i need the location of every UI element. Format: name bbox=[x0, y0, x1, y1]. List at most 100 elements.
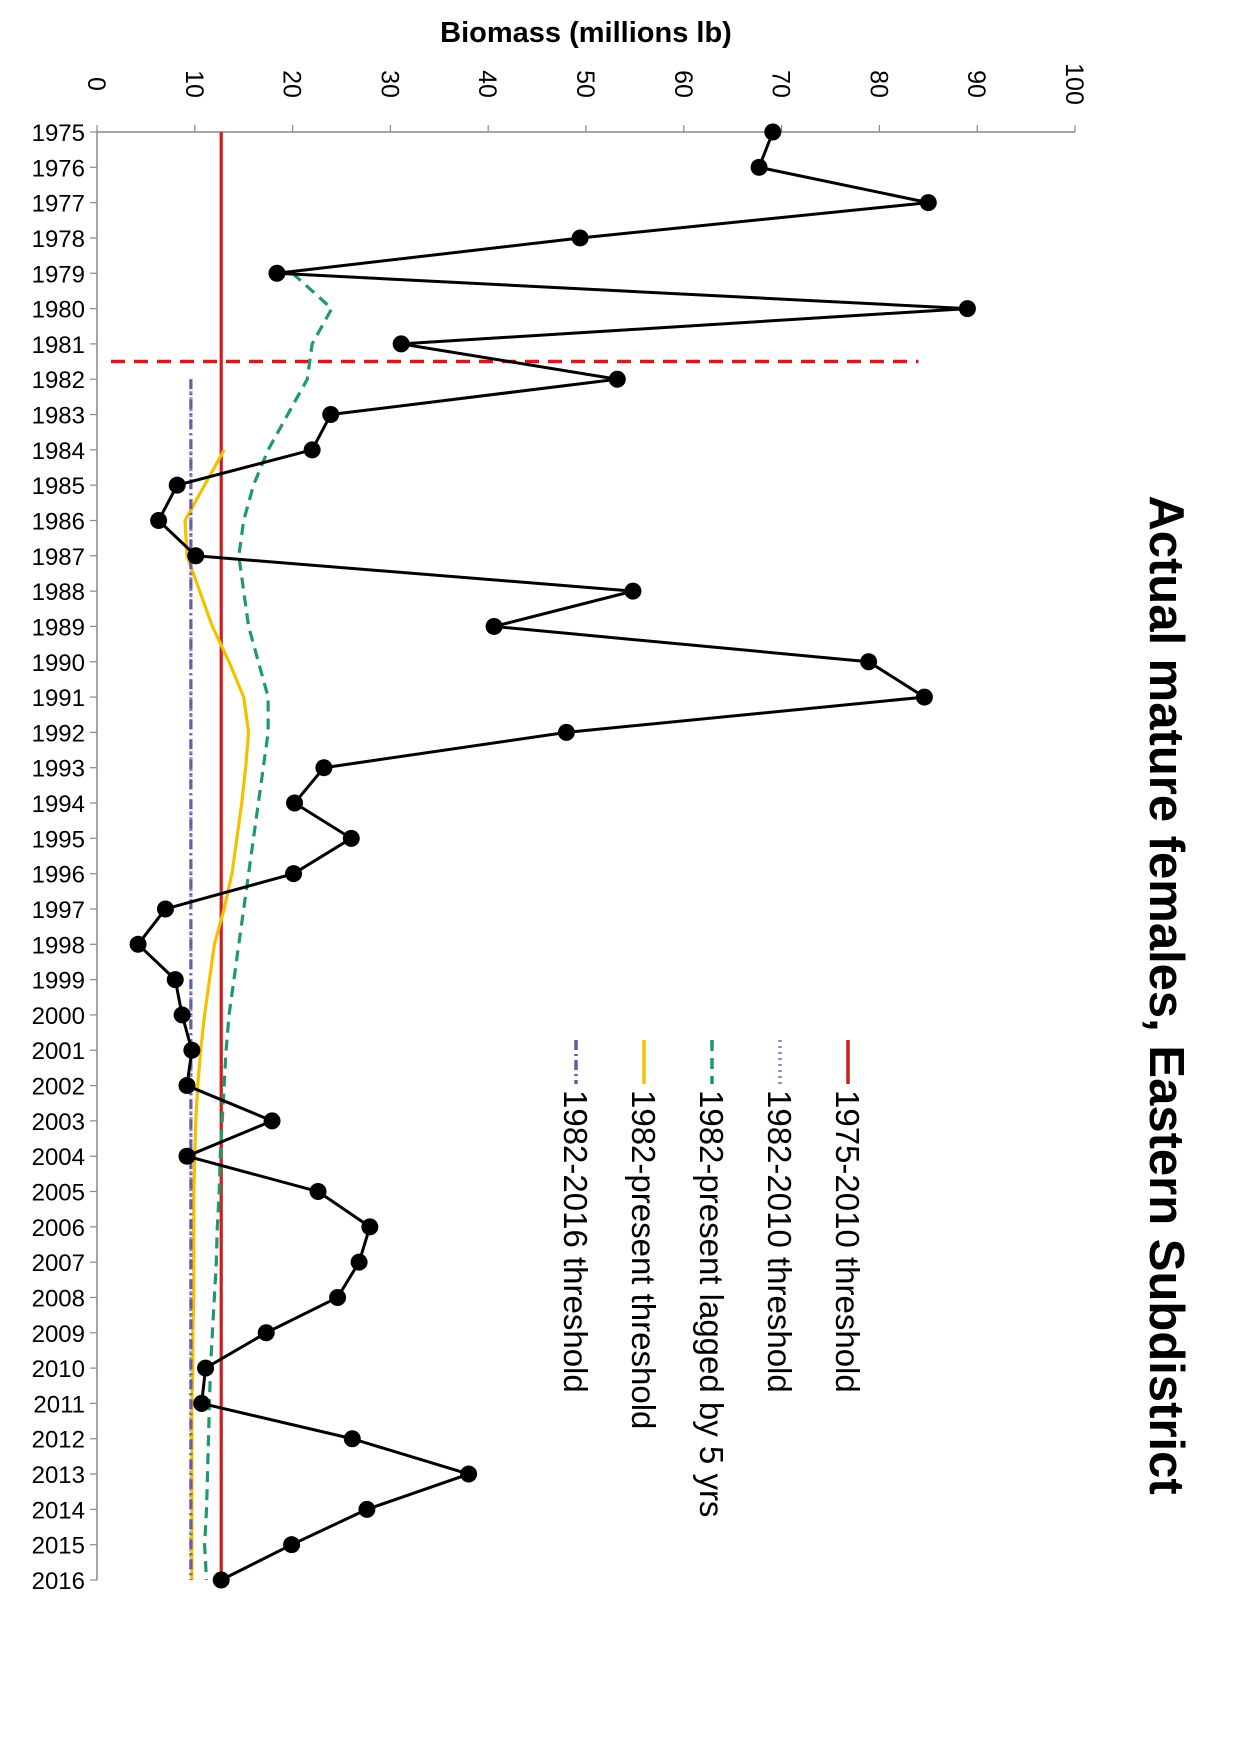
year-tick-label: 1993 bbox=[32, 756, 85, 783]
data-point bbox=[263, 1112, 281, 1130]
data-point bbox=[392, 335, 410, 353]
year-tick-label: 1983 bbox=[32, 403, 85, 430]
value-tick-label: 40 bbox=[473, 70, 501, 98]
year-tick-label: 2005 bbox=[32, 1180, 85, 1207]
year-tick-label: 1997 bbox=[32, 897, 85, 924]
legend-label: 1982-2016 threshold bbox=[557, 1090, 594, 1393]
data-point bbox=[460, 1465, 478, 1483]
year-tick-label: 2011 bbox=[33, 1391, 85, 1418]
tick-labels: 1975 1976 1977 1978 1979 1980 1981 1982 1983 1984… bbox=[32, 63, 1088, 1595]
series-layer bbox=[111, 123, 976, 1589]
data-point bbox=[168, 476, 186, 494]
year-tick-label: 1985 bbox=[32, 473, 85, 500]
value-tick-label: 0 bbox=[82, 77, 110, 91]
legend-label: 1975-2010 threshold bbox=[829, 1090, 866, 1393]
year-tick-label: 2012 bbox=[32, 1427, 85, 1454]
axes bbox=[90, 125, 1076, 1581]
year-tick-label: 1987 bbox=[32, 544, 85, 571]
data-point bbox=[764, 123, 782, 141]
value-tick-label: 60 bbox=[669, 70, 697, 98]
data-point bbox=[322, 406, 340, 424]
series-line-1982-present-lagged-by-5-yrs bbox=[202, 272, 334, 1581]
year-tick-label: 2008 bbox=[32, 1285, 85, 1312]
data-point bbox=[350, 1253, 368, 1271]
year-tick-label: 2002 bbox=[32, 1074, 85, 1101]
year-tick-label: 2010 bbox=[32, 1356, 85, 1383]
data-point bbox=[183, 1041, 201, 1059]
year-tick-label: 1975 bbox=[32, 120, 85, 147]
data-point bbox=[283, 1536, 301, 1554]
legend-label: 1982-present threshold bbox=[625, 1090, 662, 1429]
data-point bbox=[860, 653, 878, 671]
chart-title: Actual mature females, Eastern Subdistri… bbox=[1139, 495, 1193, 1494]
data-point bbox=[608, 370, 626, 388]
series-line-1982-present-threshold bbox=[183, 449, 251, 1580]
data-point bbox=[285, 865, 303, 883]
value-tick-label: 70 bbox=[767, 70, 795, 98]
value-tick-label: 20 bbox=[278, 70, 306, 98]
data-point bbox=[212, 1571, 230, 1589]
year-tick-label: 1982 bbox=[32, 367, 85, 394]
value-tick-label: 100 bbox=[1060, 63, 1088, 105]
y-axis-title: Biomass (millions lb) bbox=[440, 17, 732, 49]
value-tick-label: 10 bbox=[180, 70, 208, 98]
data-point bbox=[358, 1500, 376, 1518]
year-tick-label: 1991 bbox=[32, 685, 85, 712]
data-point bbox=[257, 1324, 275, 1342]
data-point bbox=[197, 1359, 215, 1377]
value-tick-label: 30 bbox=[375, 70, 403, 98]
year-tick-label: 2007 bbox=[32, 1250, 85, 1277]
value-tick-label: 90 bbox=[962, 70, 990, 98]
year-tick-label: 1980 bbox=[32, 297, 85, 324]
year-tick-label: 2009 bbox=[32, 1321, 85, 1348]
data-point bbox=[173, 1006, 191, 1024]
year-tick-label: 1979 bbox=[32, 261, 85, 288]
year-tick-label: 1984 bbox=[32, 438, 85, 465]
year-tick-label: 1977 bbox=[32, 191, 85, 218]
data-point bbox=[309, 1183, 327, 1201]
year-tick-label: 2015 bbox=[32, 1533, 85, 1560]
year-tick-label: 1978 bbox=[32, 226, 85, 253]
year-tick-label: 1998 bbox=[32, 932, 85, 959]
legend: 1975-2010 threshold 1982-2010 threshold 19… bbox=[557, 1040, 866, 1517]
data-point bbox=[156, 900, 174, 918]
year-tick-label: 2016 bbox=[32, 1568, 85, 1595]
data-point bbox=[915, 688, 933, 706]
legend-label: 1982-present lagged by 5 yrs bbox=[693, 1090, 730, 1517]
year-tick-label: 2013 bbox=[32, 1462, 85, 1489]
year-tick-label: 2004 bbox=[32, 1144, 85, 1171]
year-tick-label: 1989 bbox=[32, 614, 85, 641]
year-tick-label: 1976 bbox=[32, 155, 85, 182]
year-tick-label: 1996 bbox=[32, 862, 85, 889]
data-point bbox=[361, 1218, 379, 1236]
data-point bbox=[303, 441, 321, 459]
year-tick-label: 1988 bbox=[32, 579, 85, 606]
year-tick-label: 1992 bbox=[32, 720, 85, 747]
legend-label: 1982-2010 threshold bbox=[761, 1090, 798, 1393]
data-point bbox=[750, 158, 768, 176]
year-tick-label: 2000 bbox=[32, 1003, 85, 1030]
year-tick-label: 2006 bbox=[32, 1215, 85, 1242]
data-point bbox=[485, 617, 503, 635]
year-tick-label: 1986 bbox=[32, 508, 85, 535]
data-point bbox=[958, 300, 976, 318]
year-tick-label: 2003 bbox=[32, 1109, 85, 1136]
data-point bbox=[571, 229, 589, 247]
series-line-actual-mature-females bbox=[136, 131, 969, 1582]
data-point bbox=[329, 1288, 347, 1306]
year-tick-label: 1981 bbox=[32, 332, 85, 359]
data-point bbox=[268, 264, 286, 282]
data-point bbox=[187, 547, 205, 565]
data-point bbox=[178, 1077, 196, 1095]
data-point bbox=[166, 971, 184, 989]
data-point bbox=[919, 194, 937, 212]
data-point bbox=[343, 1430, 361, 1448]
year-tick-label: 1995 bbox=[32, 826, 85, 853]
data-point bbox=[286, 794, 304, 812]
year-tick-label: 1990 bbox=[32, 650, 85, 677]
data-point bbox=[178, 1147, 196, 1165]
year-tick-label: 1999 bbox=[32, 968, 85, 995]
year-tick-label: 2001 bbox=[32, 1038, 85, 1065]
value-tick-label: 80 bbox=[864, 70, 892, 98]
